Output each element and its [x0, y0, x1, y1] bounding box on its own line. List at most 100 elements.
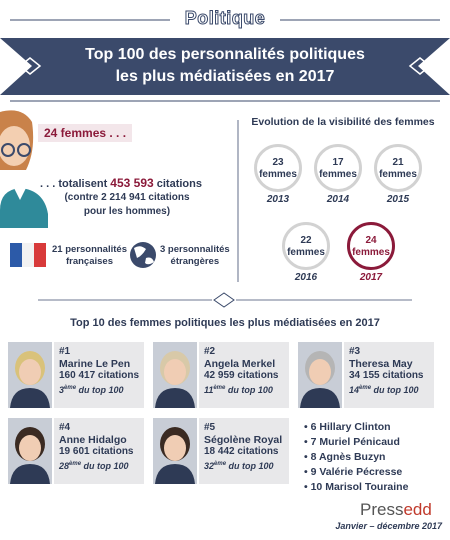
position-sup: ème [359, 385, 372, 391]
lead: . . . totalisent [40, 178, 108, 190]
top10-title: Top 10 des femmes politiques les plus mé… [70, 317, 380, 329]
list-rank: 6 [310, 421, 317, 433]
citations: 34 155 citations [349, 370, 424, 381]
list-name: Valérie Pécresse [319, 466, 403, 478]
position: 3ème du top 100 [59, 382, 144, 396]
position-num: 28 [59, 461, 70, 471]
french-line: 21 personnalités [52, 244, 127, 255]
name: Marine Le Pen [59, 358, 131, 370]
card-text: #2 Angela Merkel 42 959 citations 11ème du … [199, 342, 289, 408]
year: 2013 [266, 194, 290, 205]
note: (contre 2 214 941 citations pour les homm… [40, 191, 202, 219]
position-sup: ème [213, 385, 226, 391]
unit: femmes [379, 169, 417, 180]
position-sup: ème [69, 461, 82, 467]
french: 21 personnalités françaises [52, 244, 127, 268]
list-rank: 7 [310, 436, 317, 448]
year: 2015 [386, 194, 410, 205]
year-circle: 23 femmes [254, 144, 302, 192]
list-name: Hillary Clinton [319, 421, 391, 433]
list-name: Muriel Pénicaud [319, 436, 400, 448]
year-circle: 17 femmes [314, 144, 362, 192]
list-item: • 8 Agnès Buzyn [304, 451, 386, 463]
list-rank: 9 [310, 466, 317, 478]
card: #5 Ségolène Royal 18 442 citations 32ème du… [153, 418, 291, 484]
photo [8, 342, 52, 408]
year: 2016 [294, 272, 318, 283]
year: 2017 [359, 272, 383, 283]
total: 453 593 [110, 176, 154, 190]
card: #2 Angela Merkel 42 959 citations 11ème du … [153, 342, 291, 408]
unit: citations [156, 178, 202, 190]
count: 24 [365, 235, 377, 246]
card: #3 Theresa May 34 155 citations 14ème du to… [298, 342, 436, 408]
citations: 19 601 citations [59, 446, 134, 457]
total-line: . . . totalisent 453 593 citations [40, 176, 202, 191]
badge: Politique [184, 8, 266, 29]
name: Anne Hidalgo [59, 434, 127, 446]
unit: femmes [259, 169, 297, 180]
name: Angela Merkel [204, 358, 276, 370]
count: 23 [272, 157, 284, 168]
list-item: • 6 Hillary Clinton [304, 421, 391, 433]
list-name: Marisol Touraine [325, 481, 409, 493]
position-rest: du top 100 [228, 461, 274, 471]
brand: Pressedd [360, 500, 432, 520]
position-num: 14 [349, 385, 360, 395]
position: 11ème du top 100 [204, 382, 289, 396]
name: Theresa May [349, 358, 413, 370]
position-num: 11 [204, 385, 214, 395]
position-rest: du top 100 [83, 461, 129, 471]
year-circle: 21 femmes [374, 144, 422, 192]
women-count: 24 femmes . . . [38, 124, 133, 142]
title: Top 100 des personnalités politiques les… [40, 44, 410, 88]
title-line: Top 100 des personnalités politiques [85, 46, 365, 63]
women-total: . . . totalisent 453 593 citations (cont… [40, 176, 202, 219]
unit: femmes [319, 169, 357, 180]
card: #4 Anne Hidalgo 19 601 citations 28ème du t… [8, 418, 146, 484]
position: 32ème du top 100 [204, 458, 289, 472]
title-line: les plus médiatisées en 2017 [115, 68, 335, 85]
unit: femmes [287, 247, 325, 258]
position-num: 3 [59, 385, 65, 395]
rank: #1 [59, 346, 71, 357]
list-rank: 8 [310, 451, 317, 463]
evolution-title: Evolution de la visibilité des femmes [251, 116, 435, 128]
rank: #3 [349, 346, 361, 357]
note-line: (contre 2 214 941 citations [64, 192, 190, 203]
note-line: pour les hommes) [83, 206, 171, 217]
rank: #2 [204, 346, 216, 357]
card-text: #5 Ségolène Royal 18 442 citations 32ème du… [199, 418, 289, 484]
position-sup: ème [64, 385, 77, 391]
year: 2014 [326, 194, 350, 205]
card: #1 Marine Le Pen 160 417 citations 3ème du … [8, 342, 146, 408]
period: Janvier – décembre 2017 [335, 521, 442, 531]
unit: femmes [352, 247, 390, 258]
rest-list: • 6 Hillary Clinton • 7 Muriel Pénicaud • … [304, 420, 408, 495]
count: 21 [392, 157, 404, 168]
list-item: • 7 Muriel Pénicaud [304, 436, 400, 448]
position: 14ème du top 100 [349, 382, 434, 396]
position-sup: ème [214, 461, 227, 467]
foreign: 3 personnalités étrangères [160, 244, 230, 268]
year-circle: 22 femmes [282, 222, 330, 270]
foreign-line: étrangères [170, 256, 220, 267]
card-text: #4 Anne Hidalgo 19 601 citations 28ème du t… [54, 418, 144, 484]
rank: #5 [204, 422, 216, 433]
citations: 18 442 citations [204, 446, 279, 457]
position-rest: du top 100 [373, 385, 419, 395]
photo [153, 418, 197, 484]
position-rest: du top 100 [227, 385, 273, 395]
brand-main: Press [360, 500, 404, 519]
card-text: #1 Marine Le Pen 160 417 citations 3ème du … [54, 342, 144, 408]
position-num: 32 [204, 461, 215, 471]
year-circle: 24 femmes [347, 222, 395, 270]
photo [8, 418, 52, 484]
citations: 42 959 citations [204, 370, 279, 381]
position-rest: du top 100 [78, 385, 124, 395]
photo [298, 342, 342, 408]
count: 17 [332, 157, 344, 168]
french-line: françaises [65, 256, 113, 267]
